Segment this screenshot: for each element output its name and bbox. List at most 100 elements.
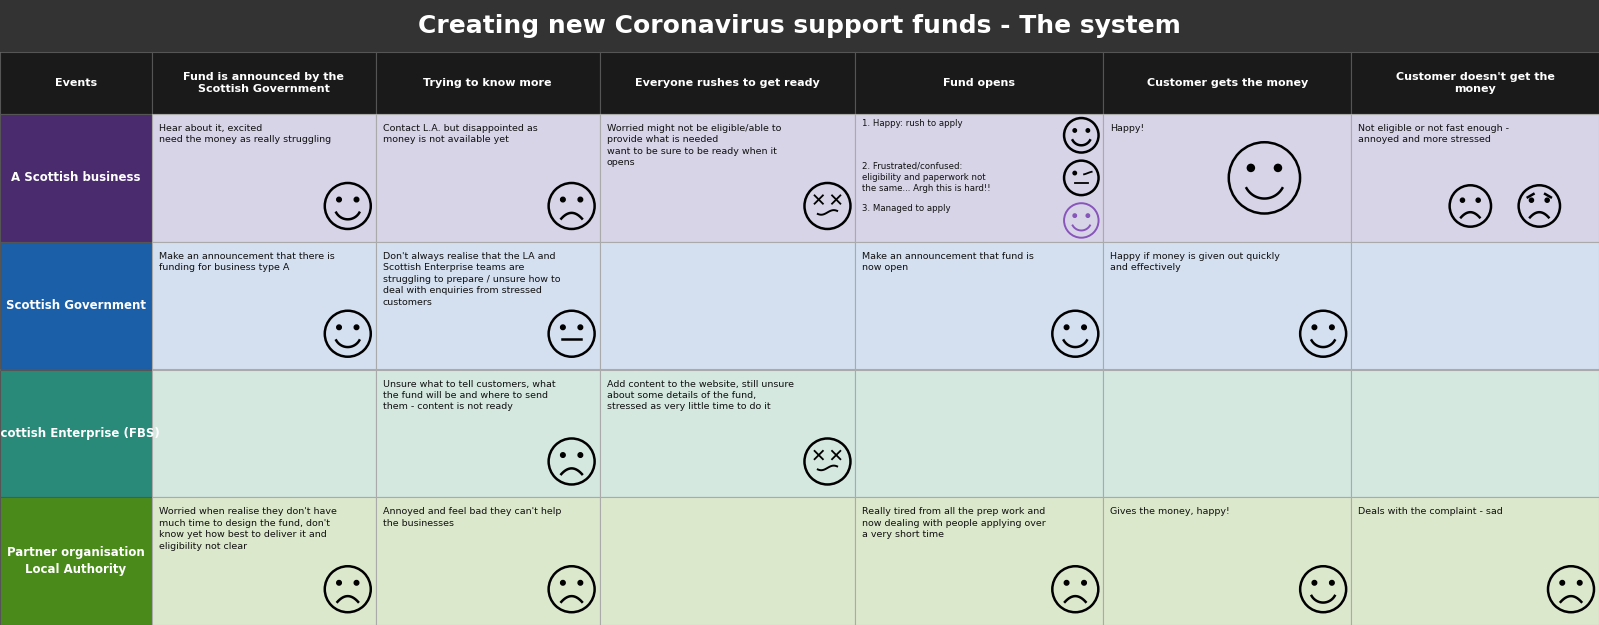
Bar <box>1351 114 1599 242</box>
Bar <box>1351 369 1599 498</box>
Text: 3. Managed to apply: 3. Managed to apply <box>862 204 951 213</box>
Circle shape <box>355 581 358 585</box>
Circle shape <box>561 325 564 329</box>
Text: Not eligible or not fast enough -
annoyed and more stressed: Not eligible or not fast enough - annoye… <box>1358 124 1509 144</box>
Text: Happy!: Happy! <box>1110 124 1145 133</box>
Text: Gives the money, happy!: Gives the money, happy! <box>1110 508 1230 516</box>
Bar <box>152 369 376 498</box>
Bar <box>855 498 1103 625</box>
Circle shape <box>1083 325 1086 329</box>
Circle shape <box>1561 581 1564 585</box>
Text: Worried might not be eligible/able to
provide what is needed
want to be sure to : Worried might not be eligible/able to pr… <box>606 124 780 168</box>
Bar <box>376 114 600 242</box>
Bar <box>855 114 1103 242</box>
Circle shape <box>355 198 358 202</box>
Circle shape <box>1065 581 1068 585</box>
Bar <box>1103 114 1351 242</box>
Bar <box>1103 498 1351 625</box>
Circle shape <box>337 581 341 585</box>
Text: Happy if money is given out quickly
and effectively: Happy if money is given out quickly and … <box>1110 252 1281 272</box>
Circle shape <box>1476 198 1481 202</box>
Bar <box>855 242 1103 369</box>
Text: Deals with the complaint - sad: Deals with the complaint - sad <box>1358 508 1503 516</box>
Text: Scottish Government: Scottish Government <box>6 299 146 312</box>
Bar <box>152 242 376 369</box>
Bar <box>855 369 1103 498</box>
Bar <box>600 242 855 369</box>
Bar <box>1351 52 1599 114</box>
Text: Trying to know more: Trying to know more <box>424 78 552 88</box>
Circle shape <box>1460 198 1465 202</box>
Text: Fund is announced by the
Scottish Government: Fund is announced by the Scottish Govern… <box>184 72 344 94</box>
Text: Unsure what to tell customers, what
the fund will be and where to send
them - co: Unsure what to tell customers, what the … <box>382 379 555 411</box>
Text: Make an announcement that fund is
now open: Make an announcement that fund is now op… <box>862 252 1035 272</box>
Bar <box>376 369 600 498</box>
Text: Don't always realise that the LA and
Scottish Enterprise teams are
struggling to: Don't always realise that the LA and Sco… <box>382 252 560 306</box>
Bar <box>376 52 600 114</box>
Circle shape <box>337 325 341 329</box>
Text: Customer doesn't get the
money: Customer doesn't get the money <box>1396 72 1554 94</box>
Circle shape <box>355 325 358 329</box>
Bar <box>152 114 376 242</box>
Circle shape <box>1086 214 1089 218</box>
Text: Partner organisation
Local Authority: Partner organisation Local Authority <box>6 546 146 576</box>
Text: Make an announcement that there is
funding for business type A: Make an announcement that there is fundi… <box>158 252 334 272</box>
Bar <box>600 498 855 625</box>
Bar <box>152 52 376 114</box>
Text: Scottish Enterprise (FBS): Scottish Enterprise (FBS) <box>0 427 160 440</box>
Bar <box>376 242 600 369</box>
Circle shape <box>1274 164 1281 171</box>
Circle shape <box>1073 129 1076 132</box>
Circle shape <box>561 198 564 202</box>
Circle shape <box>579 198 582 202</box>
Bar <box>0 0 1599 52</box>
Text: Really tired from all the prep work and
now dealing with people applying over
a : Really tired from all the prep work and … <box>862 508 1046 539</box>
Bar <box>600 114 855 242</box>
Circle shape <box>1073 171 1076 175</box>
Text: Fund opens: Fund opens <box>943 78 1015 88</box>
Circle shape <box>1247 164 1255 171</box>
Circle shape <box>561 581 564 585</box>
Circle shape <box>1065 325 1068 329</box>
Circle shape <box>1313 581 1316 585</box>
Circle shape <box>1545 198 1549 202</box>
Circle shape <box>1578 581 1581 585</box>
Bar <box>1103 52 1351 114</box>
Text: Events: Events <box>54 78 98 88</box>
Bar <box>0 114 152 242</box>
Bar <box>855 52 1103 114</box>
Circle shape <box>579 581 582 585</box>
Circle shape <box>1330 325 1334 329</box>
Text: Contact L.A. but disappointed as
money is not available yet: Contact L.A. but disappointed as money i… <box>382 124 537 144</box>
Text: Everyone rushes to get ready: Everyone rushes to get ready <box>635 78 820 88</box>
Bar <box>0 369 152 498</box>
Bar <box>1103 242 1351 369</box>
Text: Hear about it, excited
need the money as really struggling: Hear about it, excited need the money as… <box>158 124 331 144</box>
Circle shape <box>337 198 341 202</box>
Circle shape <box>1086 129 1089 132</box>
Bar <box>152 498 376 625</box>
Bar <box>0 498 152 625</box>
Circle shape <box>1313 325 1316 329</box>
Text: Annoyed and feel bad they can't help
the businesses: Annoyed and feel bad they can't help the… <box>382 508 561 528</box>
Circle shape <box>1529 198 1533 202</box>
Bar <box>600 369 855 498</box>
Text: A Scottish business: A Scottish business <box>11 171 141 184</box>
Text: Add content to the website, still unsure
about some details of the fund,
stresse: Add content to the website, still unsure… <box>606 379 793 411</box>
Bar <box>0 52 152 114</box>
Text: 2. Frustrated/confused:
eligibility and paperwork not
the same... Argh this is h: 2. Frustrated/confused: eligibility and … <box>862 162 991 192</box>
Circle shape <box>1083 581 1086 585</box>
Circle shape <box>1330 581 1334 585</box>
Text: Customer gets the money: Customer gets the money <box>1146 78 1308 88</box>
Bar <box>0 242 152 369</box>
Bar <box>1103 369 1351 498</box>
Bar <box>1351 242 1599 369</box>
Bar <box>1351 498 1599 625</box>
Text: 1. Happy: rush to apply: 1. Happy: rush to apply <box>862 119 963 128</box>
Circle shape <box>1073 214 1076 218</box>
Text: Creating new Coronavirus support funds - The system: Creating new Coronavirus support funds -… <box>417 14 1182 38</box>
Bar <box>376 498 600 625</box>
Text: Worried when realise they don't have
much time to design the fund, don't
know ye: Worried when realise they don't have muc… <box>158 508 337 551</box>
Circle shape <box>579 325 582 329</box>
Circle shape <box>579 452 582 458</box>
